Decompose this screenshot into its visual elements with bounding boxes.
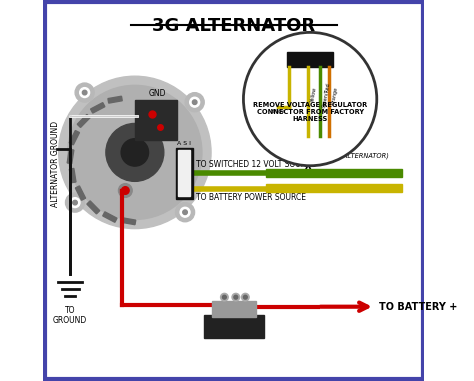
FancyBboxPatch shape bbox=[266, 169, 401, 177]
Circle shape bbox=[106, 123, 164, 181]
FancyBboxPatch shape bbox=[178, 150, 191, 196]
Bar bbox=[121, 218, 136, 225]
Bar bbox=[87, 201, 100, 214]
Text: ALTERNATOR GROUND: ALTERNATOR GROUND bbox=[52, 121, 61, 207]
Circle shape bbox=[185, 93, 204, 112]
FancyBboxPatch shape bbox=[135, 100, 177, 140]
Text: (NOT USED W/ 3G ALTERNATOR): (NOT USED W/ 3G ALTERNATOR) bbox=[281, 152, 389, 159]
Text: Yellow: Yellow bbox=[310, 87, 318, 103]
Circle shape bbox=[70, 198, 80, 208]
Circle shape bbox=[80, 88, 90, 98]
Circle shape bbox=[121, 139, 148, 166]
FancyBboxPatch shape bbox=[204, 315, 264, 338]
Circle shape bbox=[244, 32, 377, 166]
Circle shape bbox=[192, 100, 197, 104]
Circle shape bbox=[180, 207, 190, 217]
Text: 3G ALTERNATOR: 3G ALTERNATOR bbox=[152, 17, 316, 35]
Circle shape bbox=[118, 184, 132, 197]
FancyBboxPatch shape bbox=[212, 301, 255, 317]
Bar bbox=[103, 212, 117, 222]
Circle shape bbox=[242, 293, 249, 301]
Text: YELLOW: YELLOW bbox=[316, 184, 354, 193]
FancyBboxPatch shape bbox=[175, 148, 193, 199]
Text: GREEN/RED: GREEN/RED bbox=[308, 168, 362, 178]
Bar bbox=[67, 149, 74, 163]
Circle shape bbox=[190, 97, 200, 107]
Circle shape bbox=[222, 295, 226, 299]
Text: GND: GND bbox=[148, 89, 166, 98]
FancyBboxPatch shape bbox=[46, 2, 422, 379]
Bar bbox=[91, 102, 105, 113]
Text: TO BATTERY POWER SOURCE: TO BATTERY POWER SOURCE bbox=[196, 193, 306, 202]
FancyBboxPatch shape bbox=[287, 52, 333, 67]
Circle shape bbox=[59, 76, 211, 229]
Bar bbox=[75, 186, 86, 200]
Circle shape bbox=[175, 203, 195, 222]
Circle shape bbox=[65, 193, 84, 212]
FancyBboxPatch shape bbox=[266, 184, 401, 192]
Circle shape bbox=[244, 295, 247, 299]
Circle shape bbox=[232, 293, 240, 301]
Text: Yellow: Yellow bbox=[270, 109, 285, 114]
Text: TO BATTERY +: TO BATTERY + bbox=[379, 302, 457, 312]
Circle shape bbox=[73, 200, 77, 205]
Bar bbox=[69, 131, 80, 145]
Text: Green/Red: Green/Red bbox=[321, 82, 331, 108]
Circle shape bbox=[234, 295, 238, 299]
Text: REMOVE VOLTAGE REGULATOR
CONNECTOR FROM FACTORY
HARNESS: REMOVE VOLTAGE REGULATOR CONNECTOR FROM … bbox=[253, 102, 367, 122]
Circle shape bbox=[75, 83, 94, 102]
Circle shape bbox=[82, 90, 87, 95]
Bar bbox=[69, 168, 76, 183]
Circle shape bbox=[220, 293, 228, 301]
Circle shape bbox=[121, 187, 129, 194]
Circle shape bbox=[183, 210, 187, 215]
Text: A S I: A S I bbox=[177, 141, 191, 146]
Text: TO SWITCHED 12 VOLT SOURCE: TO SWITCHED 12 VOLT SOURCE bbox=[196, 160, 316, 169]
Circle shape bbox=[68, 85, 202, 219]
Text: Orange: Orange bbox=[331, 86, 339, 105]
Text: TO
GROUND: TO GROUND bbox=[53, 306, 87, 325]
Bar bbox=[77, 114, 90, 127]
Bar bbox=[108, 96, 122, 103]
